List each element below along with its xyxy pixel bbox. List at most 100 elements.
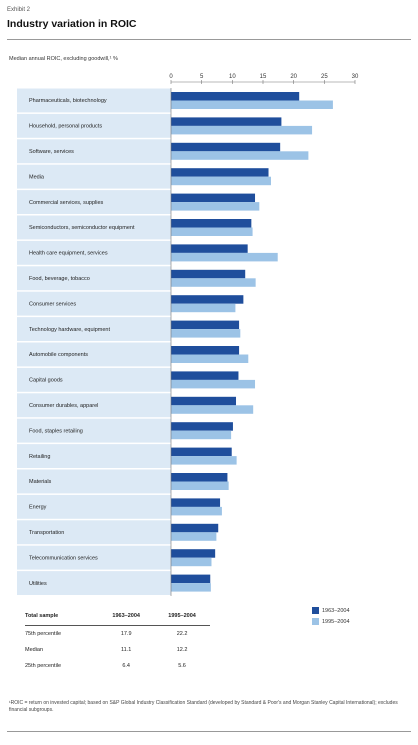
bar-series-1 xyxy=(171,244,248,253)
table-cell: 25th percentile xyxy=(25,663,62,669)
bar-series-2 xyxy=(171,227,253,236)
category-row-band xyxy=(17,164,171,189)
category-row-band xyxy=(17,545,171,570)
chart-legend: 1963–2004 1995–2004 xyxy=(312,605,350,627)
category-label: Food, staples retailing xyxy=(29,428,83,434)
bar-series-2 xyxy=(171,303,236,313)
category-label: Semiconductors, semiconductor equipment xyxy=(29,225,135,231)
bar-series-2 xyxy=(171,532,217,541)
x-tick-label: 10 xyxy=(229,74,236,80)
category-label: Household, personal products xyxy=(29,124,102,130)
summary-header-total-sample: Total sample xyxy=(25,611,99,626)
bar-series-1 xyxy=(171,142,281,152)
table-cell: 6.4 xyxy=(122,663,130,669)
category-row-band xyxy=(17,494,171,519)
bar-series-2 xyxy=(171,405,254,414)
table-cell: 17.9 xyxy=(120,631,132,637)
category-row-band xyxy=(17,342,171,367)
category-row-band xyxy=(17,520,171,545)
category-label: Capital goods xyxy=(29,378,63,384)
category-row-band xyxy=(17,571,171,595)
table-row: 75th percentile 17.9 22.2 xyxy=(25,626,210,643)
category-label: Materials xyxy=(29,479,52,485)
table-cell: 22.2 xyxy=(176,631,188,637)
category-row-band xyxy=(17,113,171,138)
bar-series-2 xyxy=(171,278,256,287)
category-label: Telecommunication services xyxy=(29,555,98,561)
bar-series-2 xyxy=(171,481,229,490)
category-label: Media xyxy=(29,174,45,180)
bottom-divider xyxy=(7,731,411,732)
category-row-band xyxy=(17,367,171,392)
table-row: Median 11.1 12.2 xyxy=(25,642,210,658)
table-row: 25th percentile 6.4 5.6 xyxy=(25,658,210,674)
category-row-band xyxy=(17,418,171,443)
category-label: Consumer durables, apparel xyxy=(29,403,98,409)
bar-series-1 xyxy=(171,295,244,304)
table-cell: 75th percentile xyxy=(25,631,62,637)
bar-series-2 xyxy=(171,354,249,363)
legend-label-series-2: 1995–2004 xyxy=(322,618,350,625)
category-row-band xyxy=(17,215,171,240)
bar-series-1 xyxy=(171,346,240,355)
bar-series-1 xyxy=(171,447,232,457)
table-cell: 5.6 xyxy=(178,663,186,669)
category-row-band xyxy=(17,139,171,164)
bar-series-1 xyxy=(171,523,219,533)
x-tick-label: 5 xyxy=(200,74,204,80)
category-row-band xyxy=(17,291,171,316)
category-row-band xyxy=(17,444,171,468)
bar-series-1 xyxy=(171,269,246,279)
bar-series-1 xyxy=(171,320,240,330)
bar-series-2 xyxy=(171,379,256,389)
bar-series-1 xyxy=(171,168,269,177)
legend-swatch-series-1 xyxy=(312,607,319,614)
category-label: Retailing xyxy=(29,454,50,460)
bar-series-1 xyxy=(171,219,252,228)
x-tick-label: 20 xyxy=(290,74,297,80)
bar-series-1 xyxy=(171,92,300,101)
bar-series-1 xyxy=(171,473,228,482)
legend-item-series-1: 1963–2004 xyxy=(312,605,350,616)
bar-series-2 xyxy=(171,430,232,440)
category-row-band xyxy=(17,240,171,265)
table-cell: Median xyxy=(25,647,44,653)
category-row-band xyxy=(17,88,171,113)
x-tick-label: 25 xyxy=(321,74,328,80)
table-cell: 12.2 xyxy=(176,647,188,653)
legend-item-series-2: 1995–2004 xyxy=(312,616,350,627)
category-label: Health care equipment, services xyxy=(29,251,108,257)
bar-series-2 xyxy=(171,557,212,567)
category-row-band xyxy=(17,317,171,341)
category-label: Commercial services, supplies xyxy=(29,200,104,206)
bar-series-1 xyxy=(171,193,256,203)
category-label: Software, services xyxy=(29,149,74,155)
category-label: Food, beverage, tobacco xyxy=(29,276,90,282)
summary-table: Total sample 1963–2004 1995–2004 75th pe… xyxy=(25,611,210,674)
bar-series-1 xyxy=(171,396,237,406)
bar-series-2 xyxy=(171,151,309,160)
bar-series-2 xyxy=(171,176,271,186)
category-label: Energy xyxy=(29,505,47,511)
x-tick-label: 15 xyxy=(260,74,267,80)
category-label: Technology hardware, equipment xyxy=(29,327,110,333)
summary-header-period-1: 1963–2004 xyxy=(98,611,155,626)
top-divider xyxy=(7,39,411,40)
exhibit-label: Exhibit 2 xyxy=(7,7,31,13)
category-label: Pharmaceuticals, biotechnology xyxy=(29,98,107,104)
bar-series-1 xyxy=(171,549,216,558)
summary-header-period-2: 1995–2004 xyxy=(154,611,210,626)
exhibit-title: Industry variation in ROIC xyxy=(7,18,137,30)
bar-series-1 xyxy=(171,574,211,584)
bar-series-2 xyxy=(171,506,222,516)
category-label: Consumer services xyxy=(29,301,76,307)
bar-series-1 xyxy=(171,422,233,431)
bar-series-2 xyxy=(171,583,211,592)
chart-subtitle: Median annual ROIC, excluding goodwill,¹… xyxy=(9,56,118,62)
x-tick-label: 0 xyxy=(169,74,173,80)
bar-series-2 xyxy=(171,252,278,262)
footnote: ¹ROIC = return on invested capital; base… xyxy=(9,700,398,713)
legend-swatch-series-2 xyxy=(312,618,319,625)
roic-bar-chart: 0 5 10 15 20 25 30 Pharmaceuticals, biotechnolo… xyxy=(17,74,359,596)
bar-series-2 xyxy=(171,329,241,338)
